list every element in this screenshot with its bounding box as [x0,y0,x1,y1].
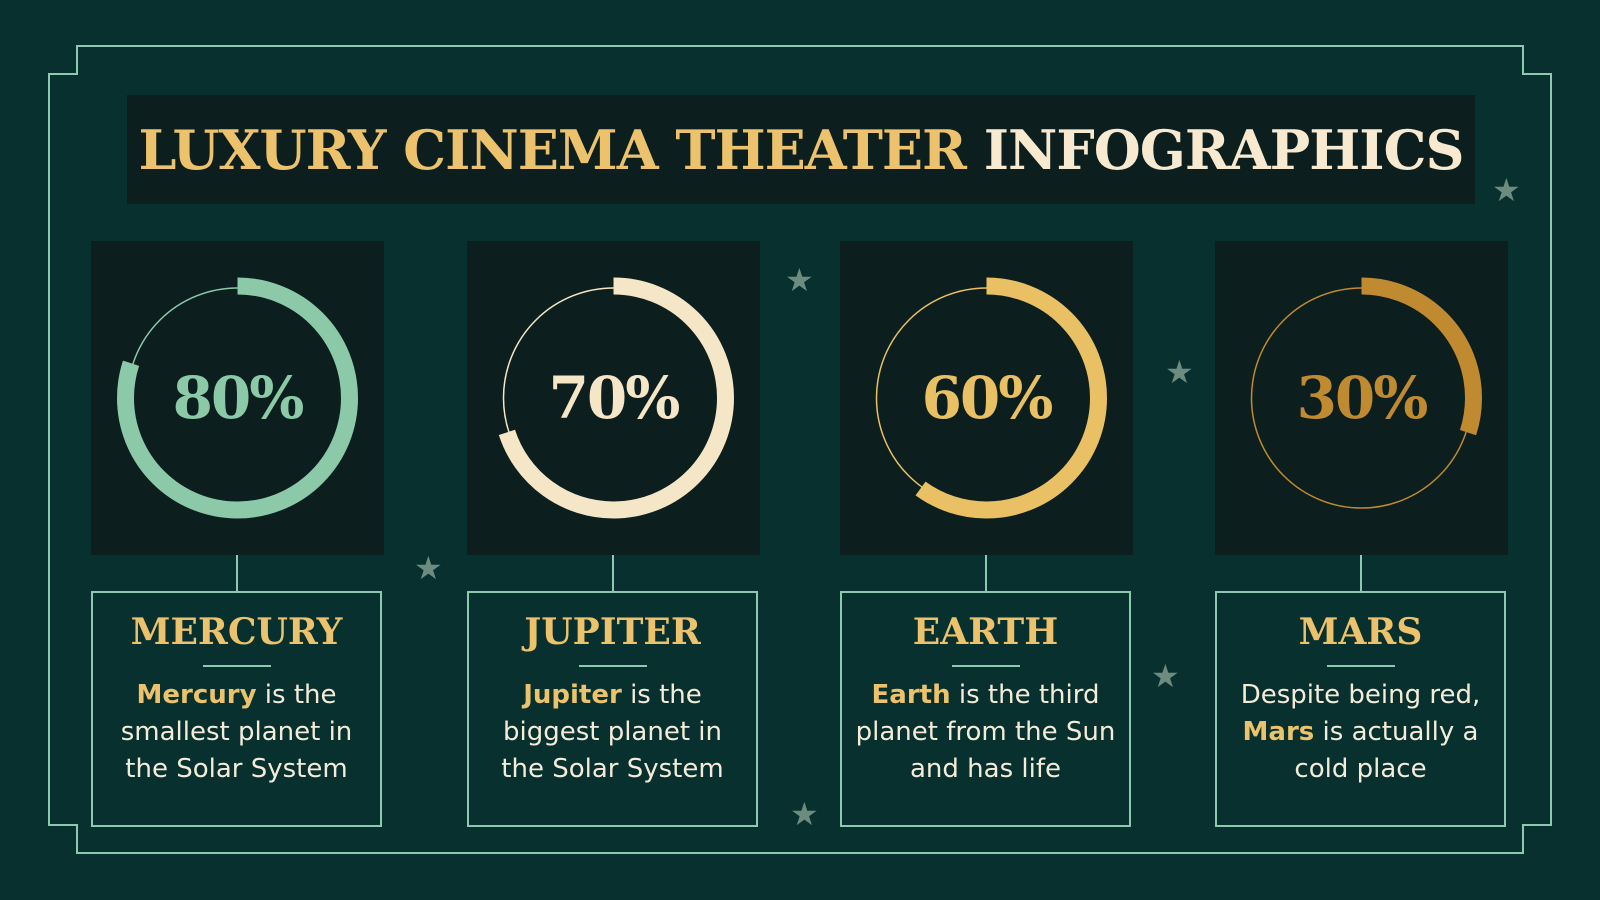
title-part-cream: INFOGRAPHICS [983,117,1465,182]
planet-description: Despite being red, Mars is actually a co… [1217,677,1504,788]
desc-text: is the biggest planet in the Solar Syste… [501,680,724,784]
planet-name: EARTH [912,611,1059,653]
progress-card-mercury: 80% [91,241,384,555]
star-icon: ★ [414,549,443,587]
star-icon: ★ [790,795,819,833]
star-icon: ★ [785,261,814,299]
star-icon: ★ [1165,353,1194,391]
desc-text: is the smallest planet in the Solar Syst… [120,680,353,784]
ring-progress [1241,277,1482,519]
divider [1326,665,1395,667]
ring-progress [866,277,1107,519]
planet-description: Mercury is the smallest planet in the So… [93,677,380,788]
progress-ring-earth [866,277,1107,519]
progress-card-earth: 60% [840,241,1133,555]
percent-label: 80% [172,364,305,432]
desc-prefix: Despite being red, [1240,680,1481,710]
progress-ring-mercury [117,277,358,519]
ring-progress [117,277,358,519]
desc-text: is the third planet from the Sun and has… [855,680,1116,784]
progress-card-mars: 30% [1215,241,1508,555]
planet-name: MARS [1298,611,1423,653]
progress-card-jupiter: 70% [467,241,760,555]
planet-description: Jupiter is the biggest planet in the Sol… [469,677,756,788]
title-banner: LUXURY CINEMA THEATER INFOGRAPHICS [127,95,1475,204]
title-part-gold: LUXURY CINEMA THEATER [138,117,967,182]
info-box-mercury: MERCURY Mercury is the smallest planet i… [91,591,382,827]
desc-highlight: Jupiter [523,680,622,710]
planet-name: MERCURY [130,611,343,653]
desc-text: is actually a cold place [1294,717,1479,784]
desc-highlight: Earth [871,680,951,710]
star-icon: ★ [1492,171,1521,209]
star-icon: ★ [1151,657,1180,695]
progress-ring-mars [1241,277,1482,519]
desc-highlight: Mars [1242,717,1315,747]
ring-progress [493,277,734,519]
progress-ring-jupiter [493,277,734,519]
divider [202,665,271,667]
desc-highlight: Mercury [136,680,257,710]
percent-label: 60% [921,364,1054,432]
page-title: LUXURY CINEMA THEATER INFOGRAPHICS [138,117,1465,182]
divider [951,665,1020,667]
planet-description: Earth is the third planet from the Sun a… [842,677,1129,788]
info-box-earth: EARTH Earth is the third planet from the… [840,591,1131,827]
connector-line [612,555,614,591]
connector-line [985,555,987,591]
info-box-mars: MARS Despite being red, Mars is actually… [1215,591,1506,827]
connector-line [1360,555,1362,591]
percent-label: 30% [1296,364,1429,432]
divider [578,665,647,667]
percent-label: 70% [548,364,681,432]
connector-line [236,555,238,591]
planet-name: JUPITER [524,611,701,653]
info-box-jupiter: JUPITER Jupiter is the biggest planet in… [467,591,758,827]
